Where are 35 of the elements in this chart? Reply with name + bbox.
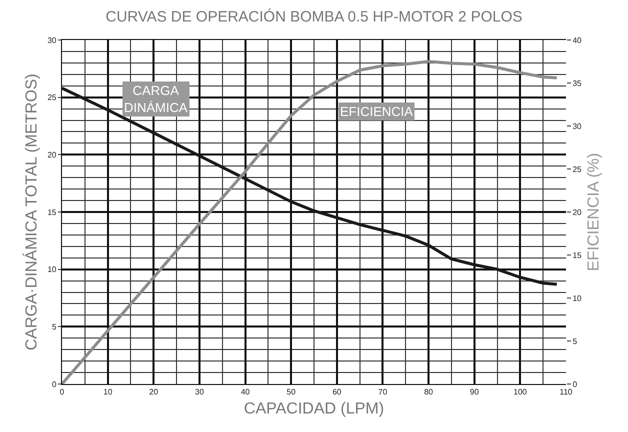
line-series [62, 60, 558, 384]
x-tick-label: 70 [378, 388, 388, 397]
y-tick-label: 25 [47, 93, 57, 102]
x-tick-label: 0 [60, 388, 65, 397]
x-tick-label: 80 [424, 388, 434, 397]
series-label: EFICIENCIA [340, 104, 414, 119]
y2-axis-title: EFICIENCIA (%) [586, 152, 603, 272]
x-tick-label: 40 [240, 388, 250, 397]
x-tick-label: 10 [103, 388, 113, 397]
y-tick-label: 15 [47, 208, 57, 217]
series-label: CARGA DINÁMICA [124, 83, 188, 115]
x-tick-label: 110 [560, 388, 573, 397]
x-tick-label: 20 [149, 388, 159, 397]
x-tick-label: 90 [470, 388, 480, 397]
y2-tick-label: 20 [572, 208, 582, 217]
x-tick-label: 50 [286, 388, 296, 397]
y2-tick-label: 5 [572, 336, 578, 346]
y-tick-label: 5 [52, 322, 57, 332]
chart-title: CURVAS DE OPERACIÓN BOMBA 0.5 HP-MOTOR 2 POLOS [106, 7, 522, 26]
y2-tick-label: 35 [572, 78, 582, 88]
x-tick-label: 30 [194, 388, 204, 397]
y-tick-label: 20 [47, 150, 57, 160]
y-tick-label: 30 [47, 36, 57, 45]
y-tick-label: 10 [47, 265, 57, 274]
x-tick-label: 100 [514, 388, 528, 397]
x-axis-title: CAPACIDAD (LPM) [244, 400, 384, 418]
y2-tick-label: 40 [572, 36, 582, 45]
y-axis-title: CARGA·DINÁMICA TOTAL (METROS) [22, 74, 40, 350]
y2-tick-label: 30 [572, 122, 582, 131]
x-tick-label: 60 [332, 388, 342, 397]
y2-tick-label: 25 [572, 164, 582, 174]
y-tick-label: 0 [52, 380, 57, 389]
y2-tick-label: 15 [572, 250, 582, 260]
y2-tick-label: 10 [572, 294, 582, 303]
y2-tick-label: 0 [572, 380, 578, 389]
